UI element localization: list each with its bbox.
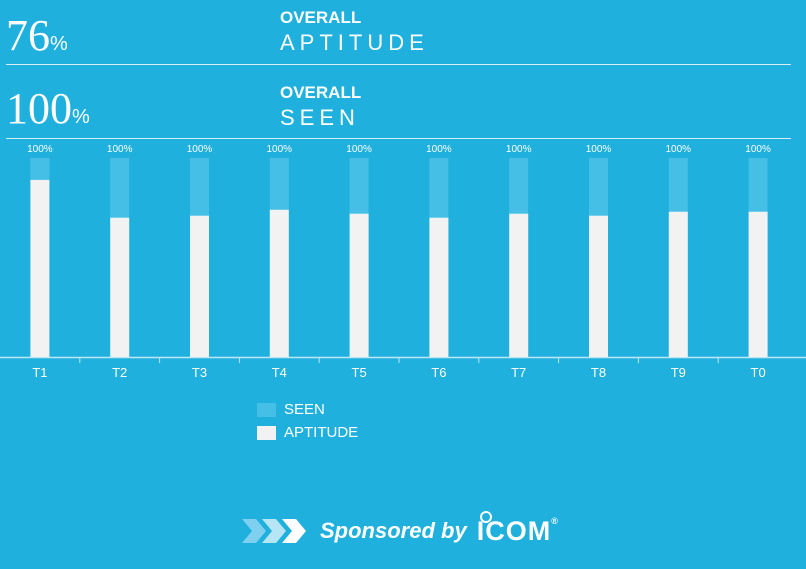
data-label-T9: 100%: [666, 144, 692, 155]
x-tick-label-T0: T0: [751, 365, 766, 380]
data-label-T1: 100%: [27, 144, 53, 155]
data-label-T7: 100%: [506, 144, 532, 155]
x-tick-label-T5: T5: [352, 365, 367, 380]
overall-seen-stat: 100% OVERALL SEEN: [0, 65, 790, 139]
x-tick-label-T7: T7: [511, 365, 526, 380]
data-label-T2: 100%: [107, 144, 133, 155]
data-label-T3: 100%: [187, 144, 213, 155]
legend-swatch-aptitude: [257, 425, 276, 440]
bar-aptitude-T2: [110, 217, 130, 357]
x-tick-label-T9: T9: [671, 365, 686, 380]
sponsor-text: Sponsored by: [320, 518, 467, 543]
sponsor-banner: Sponsored by ICOM®: [242, 510, 559, 548]
bar-aptitude-T0: [748, 211, 768, 357]
divider: [6, 64, 791, 65]
legend-label-seen: SEEN: [284, 401, 325, 418]
seen-kicker: OVERALL: [280, 83, 362, 102]
bar-aptitude-T8: [589, 215, 608, 357]
bar-aptitude-T7: [509, 213, 529, 357]
x-tick-label-T6: T6: [431, 365, 446, 380]
x-tick-label-T1: T1: [32, 365, 47, 380]
bar-aptitude-T4: [269, 209, 289, 357]
data-label-T5: 100%: [346, 144, 372, 155]
chevrons-icon: [242, 519, 306, 543]
legend-swatch-seen: [257, 402, 276, 417]
aptitude-value: 76%: [6, 11, 68, 60]
data-label-T6: 100%: [426, 144, 452, 155]
seen-value: 100%: [6, 84, 90, 133]
x-tick-label-T8: T8: [591, 365, 606, 380]
data-label-T4: 100%: [267, 144, 293, 155]
seen-label: SEEN: [280, 105, 360, 130]
aptitude-label: APTITUDE: [280, 30, 429, 55]
bar-aptitude-T6: [429, 217, 449, 357]
x-tick-label-T4: T4: [272, 365, 287, 380]
bar-aptitude-T9: [668, 211, 688, 357]
legend-item-seen: SEEN: [257, 398, 358, 421]
divider: [6, 138, 791, 139]
legend-label-aptitude: APTITUDE: [284, 424, 359, 441]
bar-aptitude-T1: [30, 179, 50, 357]
data-label-T8: 100%: [586, 144, 612, 155]
overall-aptitude-stat: 76% OVERALL APTITUDE: [0, 0, 790, 64]
chart-legend: SEEN APTITUDE: [257, 398, 358, 444]
x-tick-label-T2: T2: [112, 365, 127, 380]
aptitude-kicker: OVERALL: [280, 8, 362, 27]
x-tick-label-T3: T3: [192, 365, 207, 380]
bar-chart: 100% T1 100% T2 100% T3 100% T4 100% T5 100% T6 100%…: [0, 144, 806, 380]
bar-aptitude-T3: [190, 215, 209, 357]
legend-item-aptitude: APTITUDE: [257, 421, 358, 444]
data-label-T0: 100%: [745, 144, 771, 155]
bar-aptitude-T5: [349, 213, 369, 357]
sponsor-logo: ICOM®: [477, 510, 559, 547]
